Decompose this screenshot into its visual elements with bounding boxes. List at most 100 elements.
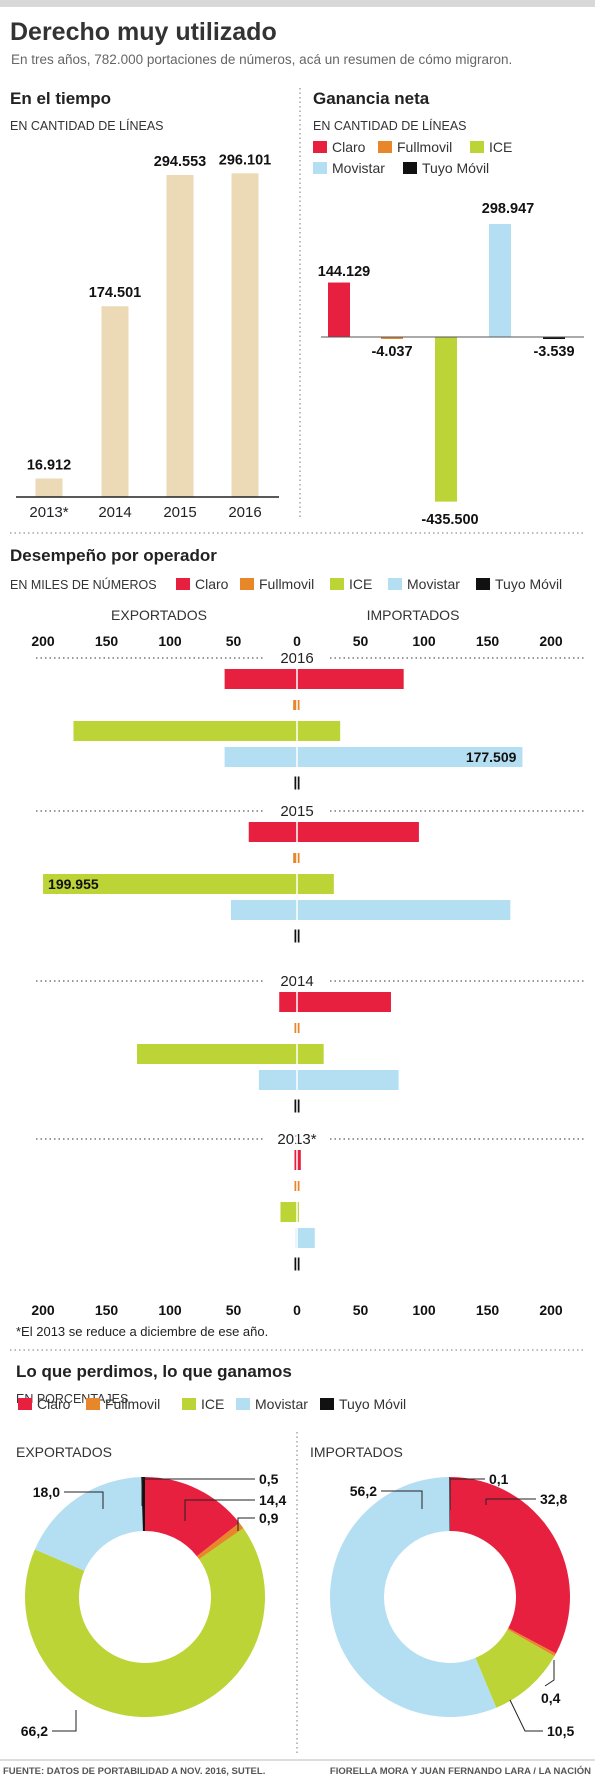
bar-2013-tuyo-movil-importados	[297, 1257, 300, 1271]
donut-value-label-ice: 66,2	[21, 1723, 48, 1739]
ganancia-bar-fullmovil	[381, 337, 403, 339]
ganancia-title: Ganancia neta	[313, 89, 430, 108]
donut-leader-line	[64, 1491, 104, 1509]
bar-2013-fullmovil-importados	[297, 1181, 300, 1191]
donut-leader-line	[544, 1660, 555, 1687]
bar-2016-tuyo-movil-importados	[297, 776, 300, 790]
donut-value-label-movistar: 56,2	[350, 1483, 377, 1499]
legend-swatch-ice	[470, 141, 484, 153]
donut-leader-line	[237, 1517, 255, 1531]
desempeno-legend: Claro Fullmovil ICE Movistar Tuyo Móvil	[176, 576, 562, 592]
bar-2014-tuyo-movil-exportados	[294, 1099, 297, 1113]
legend-label-ice: ICE	[201, 1396, 224, 1412]
legend-label-tuyo-movil: Tuyo Móvil	[495, 576, 562, 592]
donut-leader-line	[485, 1498, 536, 1505]
donut-slice-movistar	[330, 1477, 497, 1717]
legend-swatch-movistar	[313, 162, 327, 174]
donut-slice-ice	[475, 1629, 555, 1708]
donut-leader-line	[184, 1499, 255, 1521]
donut-leader-line	[509, 1699, 543, 1732]
donut-value-label-ice: 10,5	[547, 1723, 574, 1739]
bar-2015-fullmovil-importados	[297, 853, 300, 863]
bar-2014-claro-exportados	[279, 992, 297, 1012]
tiempo-bar-2015	[166, 174, 194, 497]
footer-credits: FIORELLA MORA Y JUAN FERNANDO LARA / LA …	[330, 1765, 591, 1777]
donut-value-label-claro: 14,4	[259, 1492, 286, 1508]
bar-2016-fullmovil-exportados	[293, 700, 297, 710]
bar-2014-movistar-exportados	[258, 1070, 297, 1090]
legend-label-claro: Claro	[195, 576, 229, 592]
bar-2014-ice-exportados	[136, 1044, 297, 1064]
ganancia-bar-movistar	[489, 224, 511, 337]
desempeno-tick-label: 100	[412, 633, 436, 649]
pies-subtitle: EN PORCENTAJES	[16, 1392, 128, 1406]
ganancia-bar-tuyo-movil	[543, 337, 565, 339]
bar-2014-fullmovil-exportados	[294, 1023, 297, 1033]
importados-donut: 0,1 32,8 0,4 56,2 10,5	[330, 1471, 574, 1739]
page-subtitle: En tres años, 782.000 portaciones de núm…	[11, 52, 512, 67]
ganancia-legend: Claro Fullmovil ICE Movistar Tuyo Móvil	[313, 139, 512, 176]
legend-label-movistar: Movistar	[332, 160, 385, 176]
desempeno-title: Desempeño por operador	[10, 546, 217, 565]
donut-value-label-fullmovil: 0,9	[259, 1510, 279, 1526]
legend-label-claro: Claro	[332, 139, 366, 155]
donut-slice-movistar	[34, 1477, 143, 1571]
header-band	[0, 0, 595, 7]
donut-leader-line	[52, 1710, 77, 1732]
desempeno-tick-label: 100	[158, 633, 182, 649]
donut-slice-ice	[25, 1528, 266, 1717]
legend-swatch-fullmovil	[240, 578, 254, 590]
bar-2013-tuyo-movil-exportados	[294, 1257, 297, 1271]
tiempo-category-label: 2015	[163, 504, 196, 521]
legend-swatch-claro	[176, 578, 190, 590]
desempeno-tick-label: 150	[476, 633, 500, 649]
bar-2015-tuyo-movil-exportados	[294, 929, 297, 943]
desempeno-tick-label: 50	[353, 633, 369, 649]
tiempo-value-label: 16.912	[27, 458, 71, 474]
legend-label-tuyo-movil: Tuyo Móvil	[339, 1396, 406, 1412]
tiempo-value-label: 296.101	[219, 152, 271, 168]
bar-2013-claro-exportados	[294, 1150, 297, 1170]
legend-label-ice: ICE	[349, 576, 372, 592]
legend-label-tuyo-movil: Tuyo Móvil	[422, 160, 489, 176]
desempeno-tick-label: 100	[412, 1302, 436, 1318]
ganancia-bar-ice	[435, 337, 457, 502]
tiempo-category-label: 2013*	[29, 504, 68, 521]
legend-swatch-ice	[330, 578, 344, 590]
bar-2014-movistar-importados	[297, 1070, 399, 1090]
legend-swatch-tuyo-movil	[476, 578, 490, 590]
donut-value-label-movistar: 18,0	[33, 1484, 60, 1500]
bar-2015-claro-importados	[297, 822, 419, 842]
page-title: Derecho muy utilizado	[10, 18, 277, 46]
bar-2014-fullmovil-importados	[297, 1023, 300, 1033]
bar-2015-fullmovil-exportados	[293, 853, 297, 863]
legend-swatch-movistar	[236, 1398, 250, 1410]
tiempo-title: En el tiempo	[10, 89, 111, 108]
desempeno-tick-label: 50	[226, 1302, 242, 1318]
bar-2016-claro-importados	[297, 669, 404, 689]
donut-value-label-claro: 32,8	[540, 1491, 567, 1507]
legend-swatch-movistar	[388, 578, 402, 590]
tiempo-bar-2013	[35, 478, 63, 497]
bar-2016-movistar-exportados	[224, 747, 297, 767]
donut-slice-fullmovil	[196, 1522, 244, 1560]
bar-2014-tuyo-movil-importados	[297, 1099, 300, 1113]
donut-leader-line	[381, 1490, 423, 1509]
donut-value-label-tuyo-movil: 0,5	[259, 1471, 279, 1487]
ganancia-value-label: -4.037	[371, 344, 412, 360]
legend-swatch-fullmovil	[86, 1398, 100, 1410]
bar-2013-ice-exportados	[280, 1202, 297, 1222]
bar-2013-movistar-importados	[297, 1228, 315, 1248]
desempeno-axis: 200 150 100 50 0 50 100 150 200 200 150 100 50 0 50 100…	[31, 633, 563, 1318]
bar-2013-fullmovil-exportados	[294, 1181, 297, 1191]
legend-label-ice: ICE	[489, 139, 512, 155]
ganancia-bars: 144.129 -4.037 -435.500 298.947 -3.539	[318, 201, 584, 528]
tiempo-subtitle: EN CANTIDAD DE LÍNEAS	[10, 118, 164, 133]
bar-2016-tuyo-movil-exportados	[294, 776, 297, 790]
tiempo-value-label: 294.553	[154, 154, 206, 170]
desempeno-tick-label: 150	[476, 1302, 500, 1318]
desempeno-tick-label: 50	[353, 1302, 369, 1318]
desempeno-tick-label: 200	[31, 1302, 55, 1318]
donut-slice-fullmovil	[507, 1628, 556, 1657]
